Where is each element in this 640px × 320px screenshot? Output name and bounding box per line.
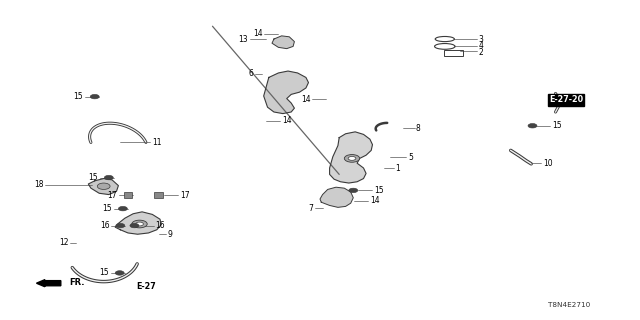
Text: 11: 11 (152, 138, 162, 147)
Text: 15: 15 (374, 186, 384, 195)
Circle shape (348, 156, 356, 160)
Text: 15: 15 (99, 268, 109, 277)
Text: 7: 7 (308, 204, 314, 212)
Text: 15: 15 (88, 173, 98, 182)
Circle shape (136, 222, 143, 226)
Circle shape (349, 188, 358, 193)
Text: 14: 14 (370, 196, 380, 205)
Circle shape (528, 124, 537, 128)
Text: 16: 16 (100, 221, 109, 230)
Text: 8: 8 (416, 124, 420, 132)
Text: 1: 1 (396, 164, 400, 172)
Text: 4: 4 (479, 41, 484, 50)
Text: 17: 17 (180, 191, 189, 200)
Text: 9: 9 (168, 230, 173, 239)
Polygon shape (320, 187, 353, 207)
Text: 17: 17 (108, 191, 117, 200)
Text: 14: 14 (282, 116, 292, 125)
Text: 16: 16 (156, 221, 165, 230)
FancyArrow shape (36, 280, 61, 287)
Circle shape (130, 223, 139, 228)
Circle shape (104, 175, 113, 180)
Circle shape (132, 220, 147, 228)
Text: 14: 14 (253, 29, 262, 38)
Text: E-27-20: E-27-20 (549, 95, 583, 104)
Text: FR.: FR. (69, 278, 84, 287)
Polygon shape (88, 179, 118, 195)
Text: 3: 3 (479, 35, 484, 44)
Circle shape (344, 155, 360, 162)
Bar (124, 192, 132, 198)
Text: T8N4E2710: T8N4E2710 (548, 302, 591, 308)
Text: 12: 12 (59, 238, 68, 247)
Circle shape (97, 183, 110, 189)
Text: 10: 10 (543, 159, 552, 168)
Polygon shape (272, 36, 294, 49)
Polygon shape (115, 212, 161, 234)
Circle shape (115, 271, 124, 275)
Text: 15: 15 (74, 92, 83, 101)
Text: 14: 14 (301, 95, 310, 104)
Text: 5: 5 (408, 153, 413, 162)
Circle shape (90, 94, 99, 99)
Text: 18: 18 (34, 180, 44, 189)
Text: 2: 2 (479, 48, 483, 57)
Text: 15: 15 (102, 204, 112, 213)
Text: 15: 15 (552, 121, 562, 130)
Polygon shape (330, 132, 372, 183)
Text: 13: 13 (239, 35, 248, 44)
Bar (154, 192, 163, 198)
Text: E-27: E-27 (136, 282, 156, 291)
Circle shape (118, 206, 127, 211)
Circle shape (116, 223, 125, 228)
Bar (444, 50, 463, 56)
Text: 6: 6 (248, 69, 253, 78)
Polygon shape (264, 71, 308, 114)
